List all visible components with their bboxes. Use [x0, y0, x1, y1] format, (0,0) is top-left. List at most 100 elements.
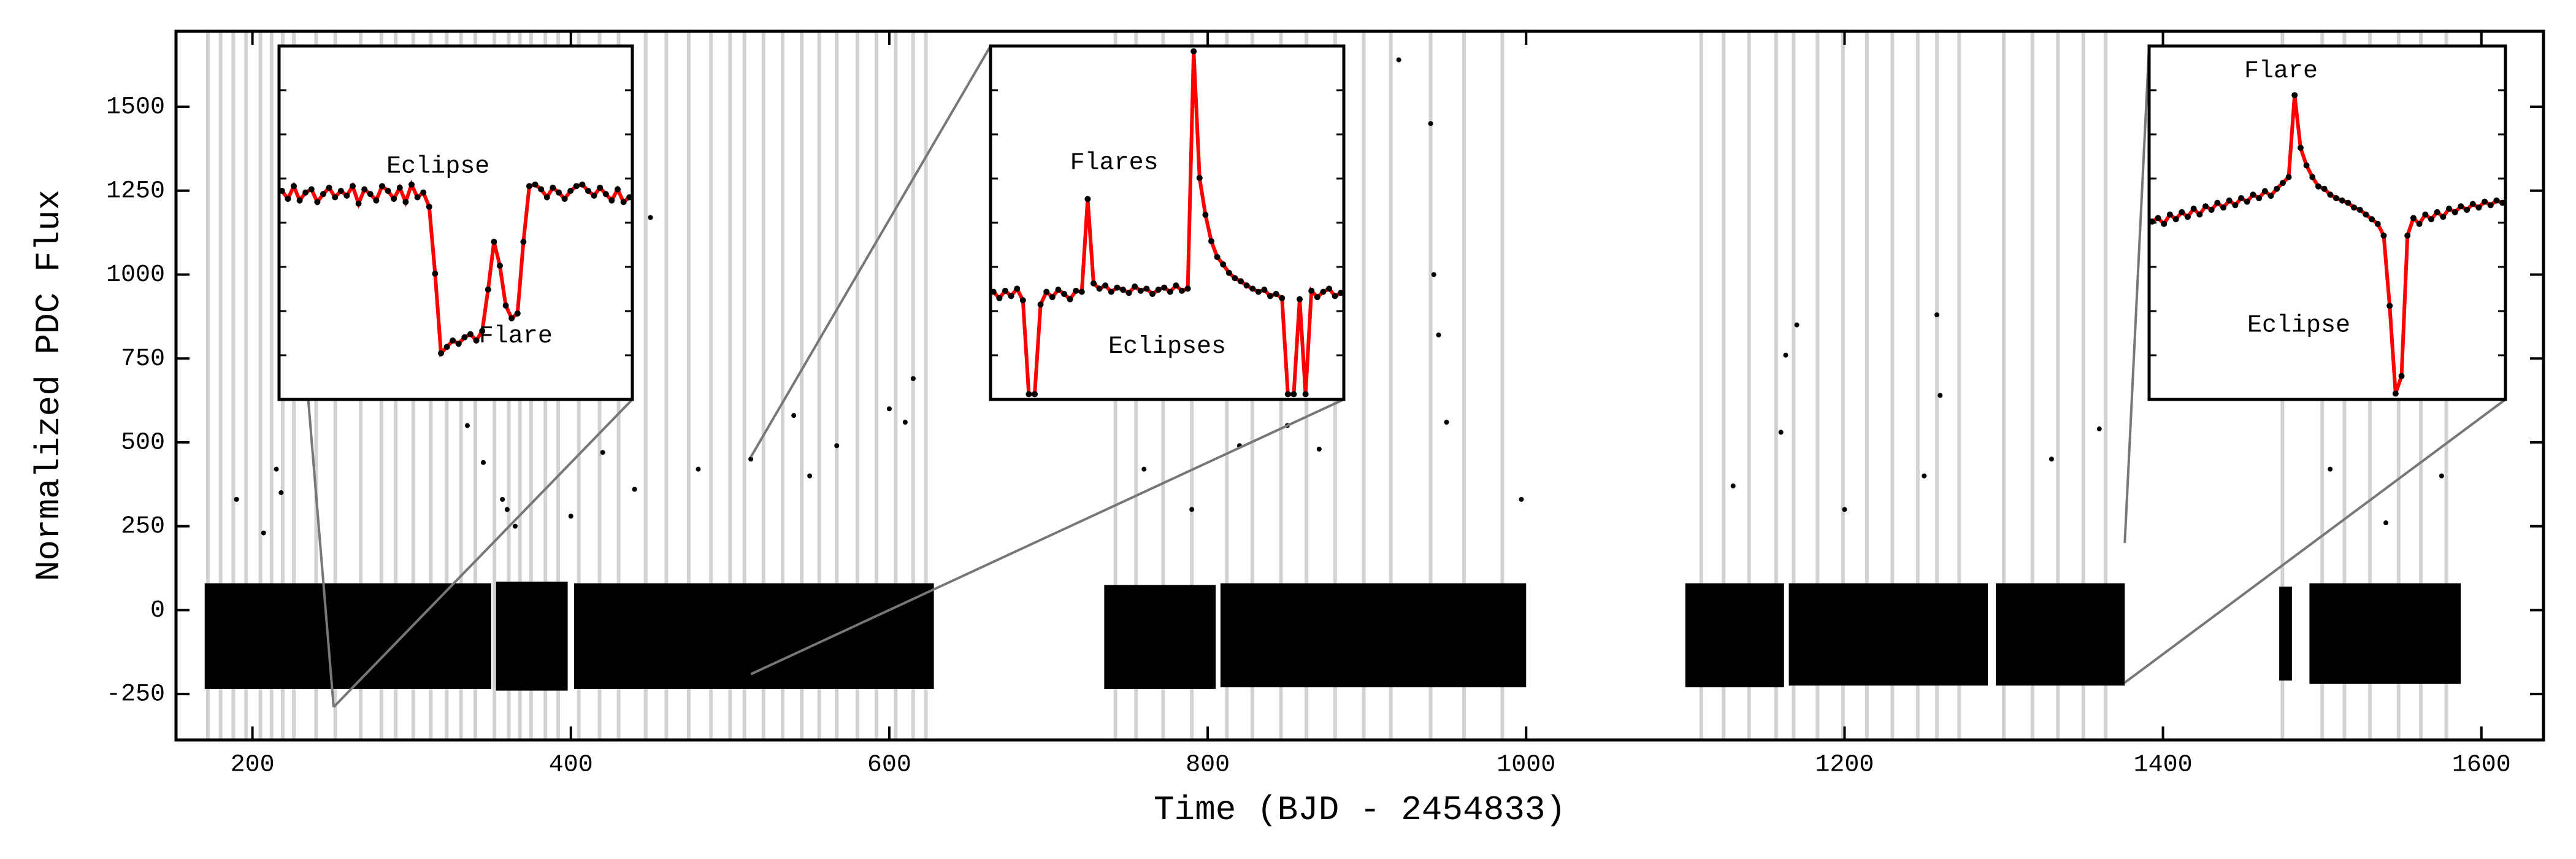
inset-point	[432, 271, 439, 277]
data-point	[2439, 473, 2444, 479]
data-point	[2049, 456, 2054, 462]
inset-point	[1067, 296, 1073, 302]
inset-point	[2220, 204, 2227, 211]
inset-point	[1120, 287, 1126, 293]
inset-point	[1290, 391, 1297, 398]
inset-point	[402, 199, 409, 206]
inset-point	[573, 183, 580, 190]
inset-point	[2351, 204, 2358, 211]
data-point	[512, 523, 518, 529]
inset-point	[391, 196, 397, 202]
y-tick-label: 0	[150, 597, 165, 625]
inset-point	[355, 200, 362, 207]
y-tick-label: 500	[121, 429, 165, 456]
inset-point	[1302, 391, 1309, 398]
inset-point	[1267, 293, 1273, 299]
x-tick-label: 800	[1186, 752, 1230, 779]
inset-point	[1232, 275, 1238, 282]
inset-point	[1019, 297, 1026, 304]
inset-point	[2398, 372, 2405, 379]
data-point	[278, 490, 284, 495]
inset-point	[332, 194, 339, 201]
data-point	[1396, 57, 1401, 63]
inset-point	[426, 204, 432, 210]
zoom-connector	[2123, 45, 2150, 544]
data-point	[465, 423, 470, 428]
data-point	[1431, 272, 1436, 277]
inset-point	[461, 334, 468, 341]
data-point	[500, 496, 505, 502]
inset-point	[2155, 215, 2161, 221]
inset-point	[420, 189, 427, 196]
inset-point	[2446, 206, 2453, 212]
inset-annotation: Eclipses	[1108, 333, 1226, 361]
inset-point	[2363, 211, 2369, 218]
inset-point	[1084, 196, 1091, 202]
data-point	[1730, 483, 1736, 489]
inset-point	[502, 302, 509, 309]
inset-point	[1214, 253, 1221, 260]
inset-point	[2428, 216, 2434, 223]
inset-point	[2232, 202, 2239, 209]
inset-point	[2315, 183, 2321, 190]
inset-point	[1096, 285, 1103, 292]
inset-point	[1078, 288, 1085, 295]
inset-point	[2285, 174, 2292, 180]
data-point	[648, 215, 653, 220]
data-point	[274, 466, 279, 472]
data-point	[1934, 312, 1939, 318]
inset-point	[615, 186, 621, 193]
inset-point	[2469, 201, 2476, 207]
inset-point	[1297, 296, 1303, 302]
inset-plot	[2149, 92, 2505, 397]
inset-point	[1102, 282, 1109, 289]
inset-point	[450, 337, 456, 344]
inset-point	[2339, 197, 2345, 204]
inset-point	[2208, 207, 2215, 214]
inset-point	[1179, 287, 1185, 294]
inset-point	[2356, 207, 2363, 214]
inset-point	[532, 181, 539, 188]
data-band	[1996, 583, 2125, 686]
x-tick-label: 400	[549, 752, 593, 779]
inset-point	[2380, 232, 2387, 239]
data-point	[886, 406, 892, 412]
inset-point	[279, 188, 285, 195]
inset-point	[2214, 199, 2221, 206]
inset-point	[320, 191, 326, 198]
inset-point	[2184, 214, 2191, 220]
inset-point	[291, 183, 297, 190]
inset-point	[373, 197, 380, 204]
inset-point	[2179, 209, 2185, 215]
inset-point	[1238, 278, 1244, 285]
inset-point	[1190, 48, 1197, 55]
inset-point	[1037, 301, 1044, 308]
inset-point	[1225, 269, 1232, 276]
inset-point	[2303, 162, 2310, 169]
data-point	[1842, 507, 1847, 512]
data-point	[696, 466, 701, 472]
inset-point	[2374, 220, 2381, 227]
inset-point	[1255, 288, 1262, 295]
inset-point	[1114, 284, 1121, 291]
inset-point	[314, 199, 321, 206]
data-point	[504, 507, 510, 512]
inset-point	[1032, 391, 1038, 398]
inset-point	[1155, 287, 1162, 293]
inset-point	[1243, 282, 1250, 289]
inset-point	[2475, 204, 2482, 211]
y-tick-label: 1250	[106, 177, 165, 205]
inset-point	[438, 350, 444, 356]
data-point	[748, 456, 754, 462]
data-point	[600, 450, 605, 455]
inset-point	[2256, 195, 2263, 201]
data-band	[496, 581, 568, 691]
data-point	[234, 496, 239, 502]
data-point	[1519, 496, 1524, 502]
inset-point	[591, 192, 597, 199]
inset-point	[2244, 198, 2250, 205]
inset-point	[491, 239, 497, 245]
zoom-connector	[332, 398, 634, 708]
inset-point	[597, 184, 604, 191]
inset-point	[2279, 180, 2286, 187]
